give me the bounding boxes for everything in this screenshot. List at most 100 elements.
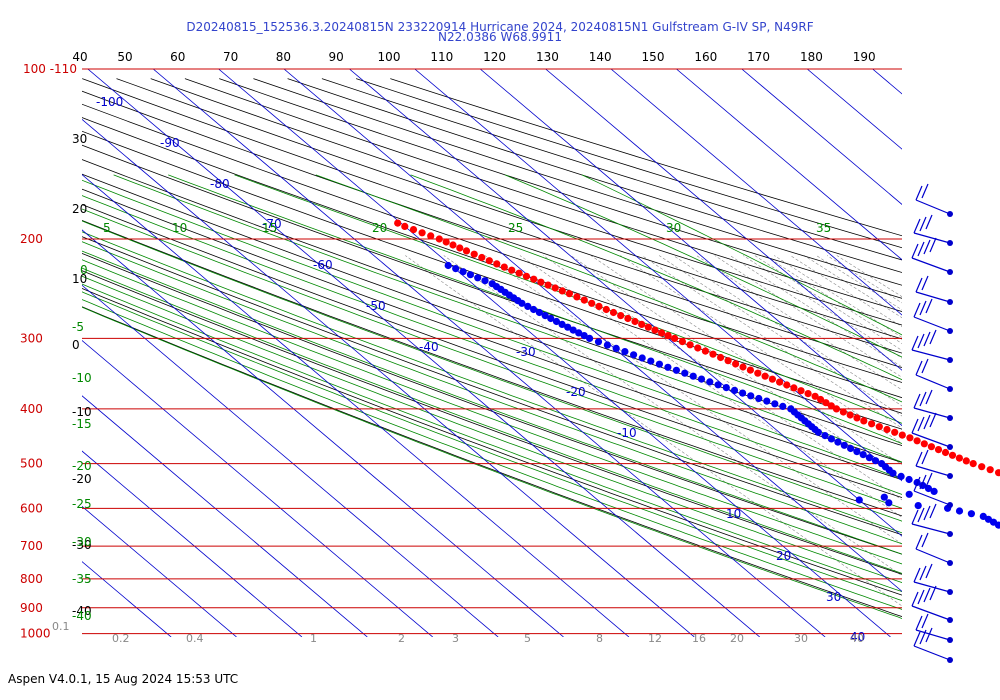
dry-adiabat-line [82,117,902,399]
moist-adiabat-line [82,267,902,574]
wind-barb [913,389,953,421]
mixing-ratio-line [641,255,902,429]
isotherm-line [872,69,902,95]
temperature-point [686,341,694,349]
dewpoint-point [847,444,855,453]
moist-adiabat-label: 30 [666,221,681,235]
dry-adiabat-line [82,270,902,575]
dewpoint-point [530,305,538,314]
wind-barb [915,358,953,392]
dry-adiabat-line [82,103,902,383]
temperature-point [671,334,679,342]
pressure-label: 200 [20,232,43,246]
wind-barb-shaft [915,613,951,641]
left-scale-label: -30 [72,538,92,552]
pressure-label: 500 [20,457,43,471]
isotherm-line [610,69,902,316]
moist-adiabat-line [234,174,902,424]
temperature-point [500,263,508,271]
wind-barb [915,449,953,479]
top-scale-label: 160 [694,50,717,64]
mixing-ratio-label: 40 [850,632,864,645]
temperature-point [638,320,646,328]
dewpoint-point [779,402,787,410]
temperature-point [449,241,457,249]
top-scale-label: 110 [430,50,453,64]
moist-adiabat-line [82,179,902,480]
temperature-point [515,269,523,277]
wind-barb-shaft [915,275,951,303]
isotherm-label: 40 [850,630,865,644]
wind-barb-shaft [913,389,951,419]
moist-adiabat-line [82,259,902,565]
dewpoint-point [905,490,913,498]
dewpoint-point [466,271,474,279]
left-scale-label: 20 [72,202,87,216]
isotherm-line [479,69,902,427]
dewpoint-point [853,448,861,456]
temperature-point [875,423,883,431]
top-scale-label: 100 [378,50,401,64]
left-scale-label: -40 [72,604,92,618]
isotherm-line [676,69,902,261]
theta-e-label: -15 [72,417,92,431]
temperature-point [651,326,659,334]
temperature-point [588,299,596,307]
moist-adiabat-label: 15 [262,221,277,235]
dewpoint-point [840,441,848,449]
isotherm-line [349,69,902,537]
temperature-point [609,308,618,317]
temperature-point [906,434,914,442]
chart-title-line1: D20240815_152536.3.20240815N 233220914 H… [186,20,814,34]
temperature-point [955,454,964,462]
temperature-point [962,457,970,465]
dry-adiabat-line [82,188,902,481]
temperature-point [493,260,501,268]
mixing-ratio-label: 0.1 [52,620,70,633]
dry-adiabat-line [82,236,902,536]
theta-e-label: -30 [72,535,92,549]
wind-barb [915,532,953,566]
temperature-point [832,405,841,413]
dewpoint-point [621,348,629,356]
temperature-point [602,305,610,314]
dewpoint-point [689,372,697,380]
top-scale-label: 50 [117,50,132,64]
moist-adiabat-line [82,275,902,584]
moist-adiabat-line [82,195,902,495]
wind-barb-shaft [915,358,951,390]
dewpoint-point [930,487,938,495]
temperature-point [846,411,854,419]
mixing-ratio-label: 0.4 [186,632,204,645]
chart-title-line2: N22.0386 W68.9911 [438,30,562,44]
wind-barb-shaft [911,329,951,361]
dewpoint-point [552,317,561,326]
wind-barb-shaft [911,585,951,621]
moist-adiabat-line [82,306,902,619]
dry-adiabat-line [390,78,902,237]
mixing-ratio-label: 5 [524,632,531,645]
wind-barb-shaft [911,412,951,448]
temperature-point [920,440,928,448]
wind-barb-shaft [913,214,951,244]
dewpoint-point [763,397,771,405]
dewpoint-point [834,438,842,446]
pressure-label: 900 [20,601,43,615]
dewpoint-point [871,457,880,465]
wind-barb [911,585,953,623]
wind-barb [911,237,953,275]
dewpoint-point [580,332,588,340]
pressure-label: 100 -110 [23,62,77,76]
temperature-point [617,312,625,320]
isotherm-line [87,69,761,637]
temperature-point [409,226,418,234]
dewpoint-point [821,432,829,440]
dry-adiabat-line [82,173,902,463]
mixing-ratio-label: 1 [310,632,317,645]
isotherm-line [82,505,237,637]
mixing-ratio-line [405,255,902,607]
mixing-ratio-line [543,255,902,501]
isotherm-label: -60 [313,258,333,272]
wind-barb [913,214,953,246]
